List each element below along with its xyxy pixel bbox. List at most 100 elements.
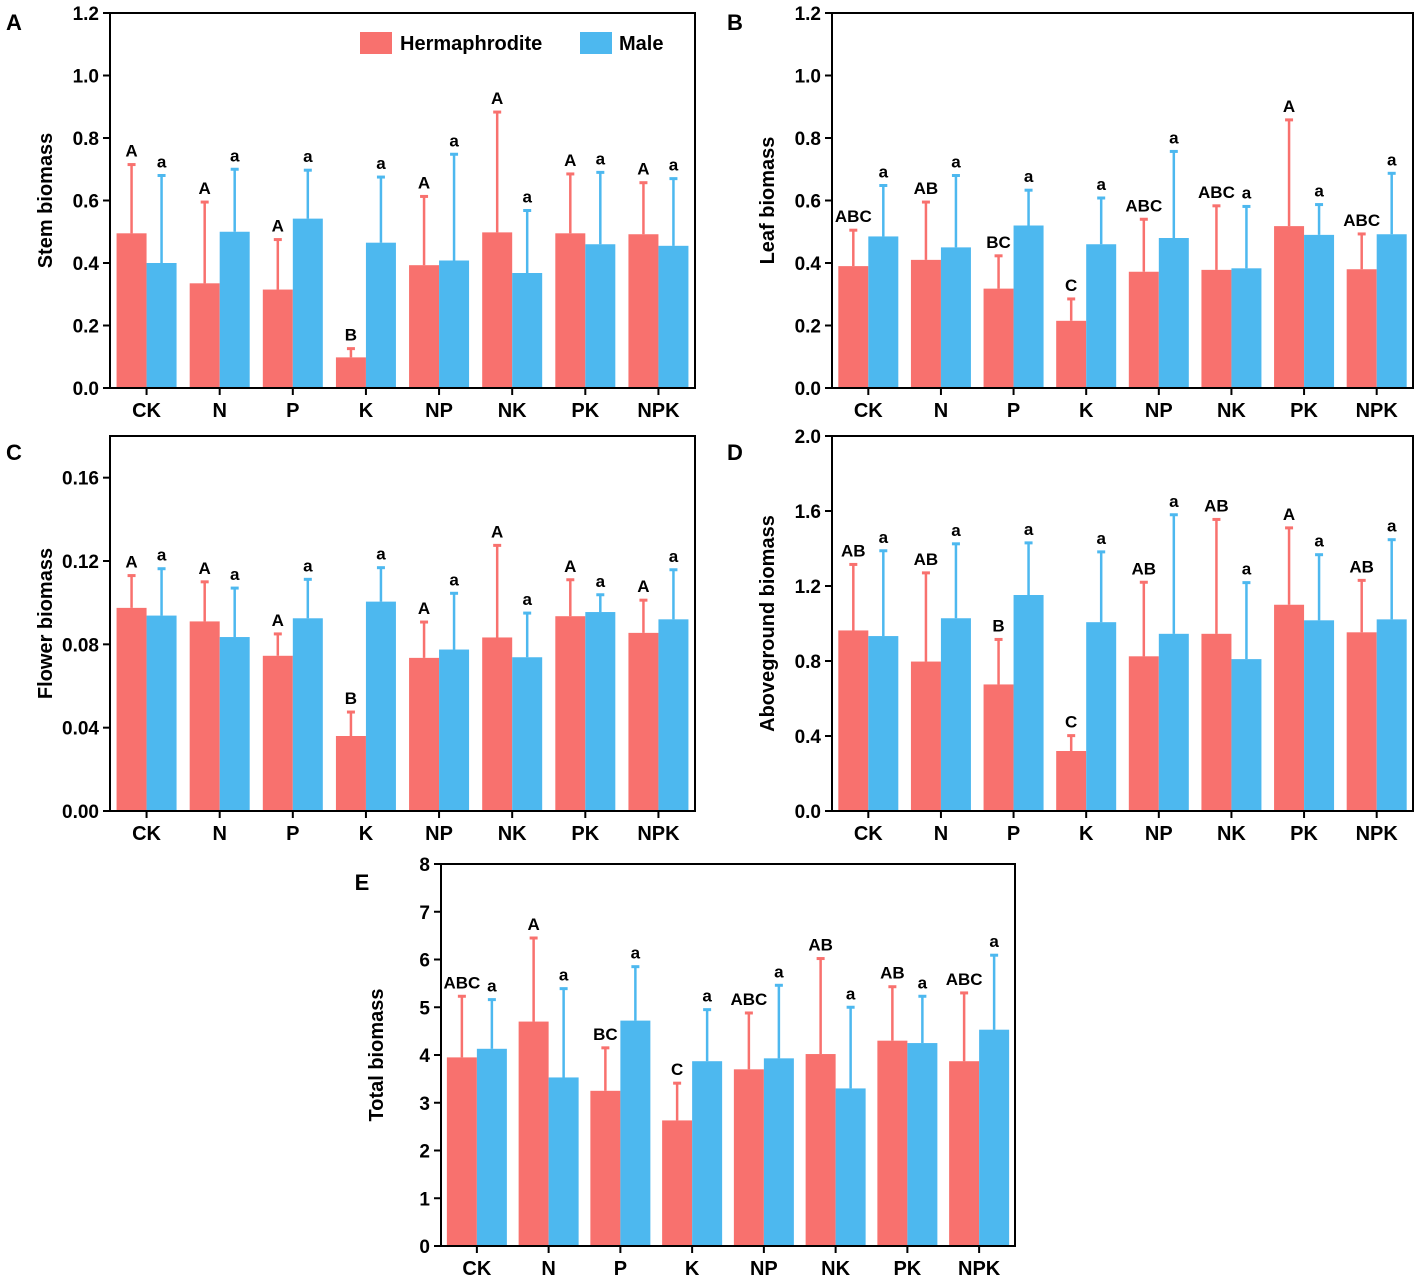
significance-letter-male: a (230, 146, 240, 165)
significance-letter-hermaphrodite: A (418, 173, 430, 192)
panel-label: C (6, 440, 22, 465)
y-tick-label: 1.0 (73, 67, 99, 88)
bar-male (365, 242, 396, 388)
significance-letter-male: a (918, 973, 928, 992)
legend-label-hermaphrodite: Hermaphrodite (400, 33, 542, 55)
x-tick-label: NP (425, 823, 453, 845)
significance-letter-hermaphrodite: A (272, 611, 284, 630)
x-tick-label: K (1079, 823, 1094, 845)
y-tick-label: 1 (419, 1189, 430, 1210)
bar-hermaphrodite (446, 1057, 477, 1246)
y-axis-label: Total biomass (366, 989, 388, 1122)
y-tick-label: 8 (419, 855, 430, 876)
x-tick-label: K (359, 823, 374, 845)
plot-frame (831, 435, 1414, 812)
bar-male (868, 236, 899, 388)
y-tick-label: 2 (419, 1142, 430, 1163)
bar-hermaphrodite (733, 1069, 764, 1246)
x-tick-label: NK (498, 823, 527, 845)
significance-letter-male: a (1387, 517, 1397, 536)
significance-letter-hermaphrodite: C (671, 1060, 683, 1079)
bar-male (692, 1061, 723, 1246)
bar-hermaphrodite (910, 661, 941, 811)
y-tick-label: 0.2 (73, 317, 99, 338)
bar-hermaphrodite (262, 655, 293, 811)
y-tick-label: 1.2 (795, 577, 821, 598)
x-tick-label: CK (854, 823, 883, 845)
x-tick-label: N (541, 1258, 555, 1280)
significance-letter-male: a (559, 966, 569, 985)
significance-letter-hermaphrodite: BC (593, 1025, 618, 1044)
legend: Hermaphrodite Male (360, 32, 663, 55)
bar-hermaphrodite (983, 684, 1014, 811)
y-tick-label: 0.04 (62, 719, 99, 740)
x-tick-label: PK (571, 400, 599, 422)
plot-frame (109, 435, 696, 812)
bar-male (439, 260, 470, 388)
significance-letter-hermaphrodite: ABC (835, 207, 872, 226)
y-tick-label: 4 (419, 1046, 430, 1067)
significance-letter-hermaphrodite: A (564, 557, 576, 576)
x-tick-label: NK (498, 400, 527, 422)
x-tick-label: NPK (637, 823, 680, 845)
x-tick-label: NPK (637, 400, 680, 422)
significance-letter-hermaphrodite: A (1283, 97, 1295, 116)
x-tick-label: N (212, 400, 226, 422)
bar-male (512, 657, 543, 811)
x-tick-label: CK (854, 400, 883, 422)
significance-letter-hermaphrodite: C (1065, 713, 1077, 732)
bar-male (1086, 622, 1117, 811)
significance-letter-male: a (596, 149, 606, 168)
x-tick-label: P (1007, 400, 1020, 422)
significance-letter-male: a (1387, 150, 1397, 169)
bar-hermaphrodite (1201, 633, 1232, 811)
bar-male (146, 615, 177, 811)
bar-male (979, 1029, 1010, 1246)
significance-letter-hermaphrodite: AB (880, 964, 905, 983)
bar-male (292, 618, 323, 811)
legend-label-male: Male (619, 33, 663, 55)
significance-letter-male: a (951, 521, 961, 540)
x-tick-label: PK (571, 823, 599, 845)
significance-letter-male: a (376, 545, 386, 564)
bar-hermaphrodite (877, 1040, 908, 1246)
y-tick-label: 5 (419, 998, 430, 1019)
significance-letter-hermaphrodite: A (527, 915, 539, 934)
y-tick-label: 0.0 (795, 802, 821, 823)
x-tick-label: NP (1145, 823, 1173, 845)
x-tick-label: CK (132, 823, 161, 845)
panel-label: D (727, 440, 743, 465)
y-tick-label: 0.16 (62, 469, 99, 490)
significance-letter-hermaphrodite: B (345, 326, 357, 345)
significance-letter-hermaphrodite: BC (986, 233, 1011, 252)
bar-male (1158, 238, 1189, 388)
significance-letter-male: a (631, 944, 641, 963)
significance-letter-hermaphrodite: B (345, 689, 357, 708)
x-tick-label: PK (1290, 400, 1318, 422)
bar-male (835, 1088, 866, 1246)
significance-letter-male: a (303, 556, 313, 575)
bar-hermaphrodite (518, 1021, 549, 1246)
significance-letter-hermaphrodite: AB (1204, 496, 1229, 515)
significance-letter-male: a (989, 932, 999, 951)
significance-letter-male: a (303, 147, 313, 166)
bar-male (146, 263, 177, 388)
bar-male (1231, 268, 1262, 388)
bar-hermaphrodite (555, 616, 586, 811)
significance-letter-hermaphrodite: ABC (1198, 183, 1235, 202)
x-tick-label: K (685, 1258, 700, 1280)
bar-hermaphrodite (1274, 604, 1305, 811)
significance-letter-male: a (879, 528, 889, 547)
significance-letter-male: a (522, 590, 532, 609)
bar-male (548, 1077, 579, 1246)
bar-hermaphrodite (116, 233, 147, 388)
bar-male (439, 649, 470, 811)
bar-hermaphrodite (335, 357, 366, 388)
significance-letter-hermaphrodite: A (637, 160, 649, 179)
bar-male (219, 637, 250, 811)
bar-hermaphrodite (838, 630, 869, 811)
x-tick-label: NK (1217, 400, 1246, 422)
bar-hermaphrodite (555, 233, 586, 388)
significance-letter-hermaphrodite: A (272, 217, 284, 236)
